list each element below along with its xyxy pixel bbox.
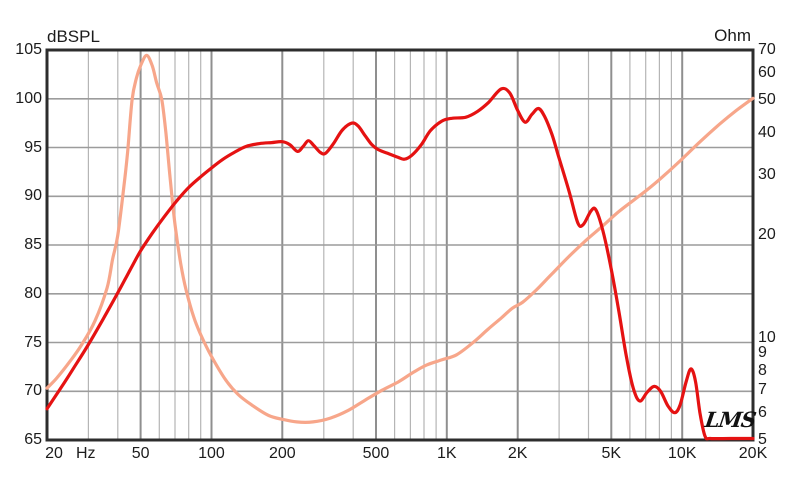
y-right-tick-label: 50 xyxy=(758,90,776,108)
x-tick-label: 20 xyxy=(45,445,63,462)
x-tick-label: 20K xyxy=(738,445,768,462)
y-right-tick-label: 20 xyxy=(758,226,776,244)
y-right-tick-label: 5 xyxy=(758,431,767,448)
spl-curve xyxy=(45,86,755,441)
y-right-tick-label: 40 xyxy=(758,123,776,141)
impedance-curve xyxy=(45,53,755,424)
plot-frame xyxy=(45,48,755,442)
y-right-tick-label: 9 xyxy=(758,344,767,362)
y-right-tick-label: 70 xyxy=(758,41,776,58)
y-left-tick-label: 75 xyxy=(24,333,42,351)
y-right-tick-label: 60 xyxy=(758,63,776,81)
y-right-tick-label: 6 xyxy=(758,404,767,422)
lms-logo: LMS xyxy=(703,407,758,432)
x-tick-label: 50 xyxy=(131,445,150,462)
x-tick-label: 2K xyxy=(507,445,528,462)
y-left-tick-label: 95 xyxy=(24,138,42,156)
y-right-tick-label: 7 xyxy=(758,381,767,399)
x-tick-label: 200 xyxy=(268,445,296,462)
y-left-tick-label: 70 xyxy=(24,382,42,400)
left-axis-title: dBSPL xyxy=(47,27,100,46)
x-tick-label: 1K xyxy=(437,445,457,462)
y-left-tick-label: 85 xyxy=(24,236,42,253)
y-left-tick-label: 105 xyxy=(15,41,42,58)
y-left-tick-label: 80 xyxy=(24,284,42,302)
x-axis-unit-label: Hz xyxy=(76,445,96,462)
y-left-tick-label: 65 xyxy=(24,431,42,448)
y-left-tick-label: 90 xyxy=(24,187,42,205)
y-right-tick-label: 8 xyxy=(758,361,767,379)
x-tick-label: 100 xyxy=(198,445,225,462)
x-tick-label: 10K xyxy=(667,445,697,462)
x-tick-label: 5K xyxy=(601,445,622,462)
right-axis-title: Ohm xyxy=(714,26,751,45)
y-right-tick-label: 10 xyxy=(758,328,776,346)
y-right-tick-label: 30 xyxy=(758,166,776,184)
x-tick-label: 500 xyxy=(362,445,390,462)
y-left-tick-label: 100 xyxy=(15,89,42,107)
